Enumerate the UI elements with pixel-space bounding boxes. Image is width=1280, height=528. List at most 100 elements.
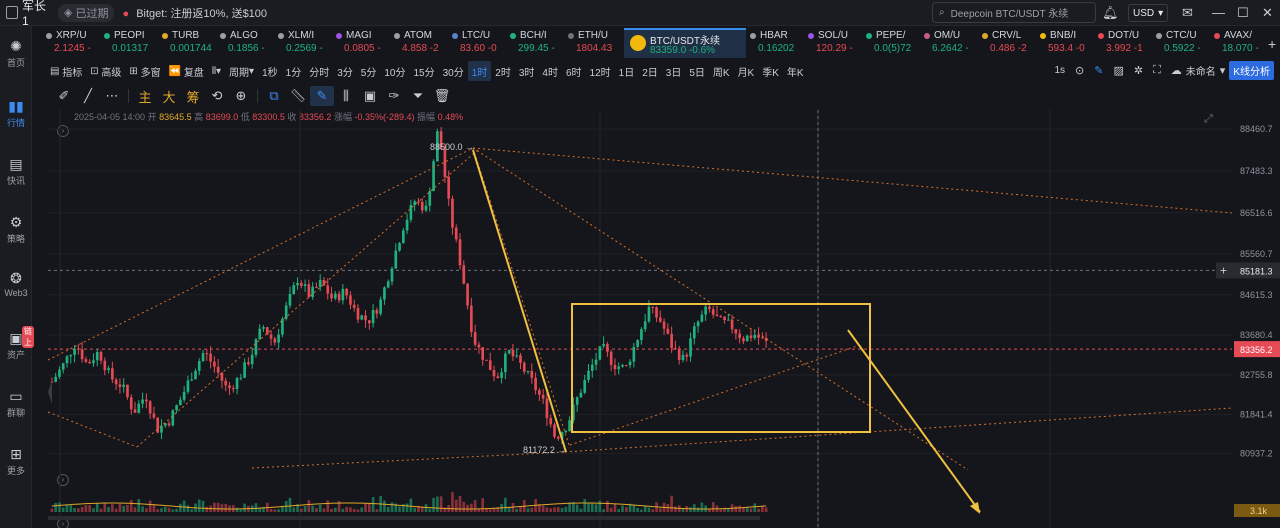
trendline-icon[interactable]: ╱ xyxy=(84,88,92,103)
period-option[interactable]: 10分 xyxy=(384,67,406,79)
minimize-icon[interactable]: — xyxy=(1212,5,1225,20)
fullscreen-icon[interactable]: ⛶ xyxy=(1153,64,1161,76)
period-option[interactable]: 3分 xyxy=(337,67,353,79)
indicators-button[interactable]: ▤ 指标 xyxy=(46,61,86,81)
ticker-tab[interactable]: CTC/U 0.5922 - xyxy=(1156,28,1212,58)
trash-icon[interactable]: 🗑︎ xyxy=(433,88,451,103)
period-option[interactable]: 15分 xyxy=(413,67,435,79)
camera-icon[interactable]: ⊙ xyxy=(1075,65,1085,77)
period-option[interactable]: 4时 xyxy=(542,67,558,79)
period-option[interactable]: 月K xyxy=(737,67,755,79)
period-option[interactable]: 季K xyxy=(762,67,779,79)
ticker-tab[interactable]: TURB 0.001744 xyxy=(162,28,218,58)
ticker-tab[interactable]: DOT/U 3.992 -1 xyxy=(1098,28,1154,58)
nav-chat[interactable]: ▭ 群聊 xyxy=(0,388,32,419)
ticker-tab[interactable]: PEOPI 0.01317 xyxy=(104,28,160,58)
top-bar: 军长1 ◈ 已过期 ● Bitget: 注册返10%, 送$100 ⌕ Deep… xyxy=(0,0,1280,28)
ticker-tab[interactable]: ATOM 4.858 -2 xyxy=(394,28,450,58)
period-option[interactable]: 5分 xyxy=(360,67,377,79)
settings-icon[interactable]: ✲ xyxy=(1133,65,1144,77)
period-option[interactable]: 5日 xyxy=(689,67,705,79)
cloud-icon[interactable]: ☁ xyxy=(1170,65,1182,77)
maximize-icon[interactable]: ☐ xyxy=(1237,5,1249,20)
bell-icon[interactable]: 🔔︎ xyxy=(1102,5,1119,20)
currency-select[interactable]: USD ▾ xyxy=(1128,4,1169,22)
ticker-tab[interactable]: XRP/U 2.1245 - xyxy=(46,28,102,58)
period-option[interactable]: 2时 xyxy=(495,67,511,79)
bars-icon[interactable]: ⫼ xyxy=(343,88,349,103)
brush-icon[interactable]: ✑ xyxy=(388,88,400,103)
filter-icon[interactable]: ⏷ xyxy=(412,88,424,103)
ticker-tab[interactable]: CRV/L 0.486 -2 xyxy=(982,28,1038,58)
image-icon[interactable]: ▨ xyxy=(1113,65,1124,77)
user-profile[interactable]: 军长1 xyxy=(0,0,50,28)
amplitude-value: 0.48% xyxy=(437,112,464,122)
more-dots-icon[interactable]: ⋯ xyxy=(105,88,119,103)
chart-type-button[interactable]: ⫴ ▾ xyxy=(208,61,225,81)
period-option[interactable]: 1时 xyxy=(467,61,492,81)
period-option[interactable]: 6时 xyxy=(565,67,582,79)
nav-assets[interactable]: ▣ 链上 资产 xyxy=(0,326,34,361)
ticker-tab[interactable]: SOL/U 120.29 - xyxy=(808,28,864,58)
period-option[interactable]: 3时 xyxy=(518,67,535,79)
membership-status-badge[interactable]: ◈ 已过期 xyxy=(58,3,115,22)
period-option[interactable]: 12时 xyxy=(589,67,611,79)
mail-icon[interactable]: ✉ xyxy=(1182,5,1193,20)
ticker-tab[interactable]: PEPE/0.0(5)72 xyxy=(866,28,922,58)
add-tab-icon[interactable]: + xyxy=(1268,36,1277,52)
nav-home[interactable]: ✺ 首页 xyxy=(0,38,32,69)
period-option[interactable]: 年K xyxy=(786,67,804,79)
ticker-tab[interactable]: LTC/U 83.60 -0 xyxy=(452,28,508,58)
kline-analysis-button[interactable]: K线分析 xyxy=(1229,61,1274,80)
magnet-draw-icon[interactable]: ✎ xyxy=(310,86,334,106)
period-option[interactable]: 分时 xyxy=(309,67,330,79)
ticker-tab[interactable]: AVAX/18.070 - xyxy=(1214,28,1264,58)
clipboard-icon[interactable]: ▣ xyxy=(363,88,377,103)
replay-button[interactable]: ⏪ 复盘 xyxy=(165,61,208,81)
multi-window-button[interactable]: ⊞ 多窗 xyxy=(125,61,164,81)
ticker-tab[interactable]: BCH/I 299.45 - xyxy=(510,28,566,58)
nav-news[interactable]: ▤ 快讯 xyxy=(0,156,32,187)
period-button[interactable]: 周期 ▾ xyxy=(225,61,258,81)
period-option[interactable]: 1秒 xyxy=(262,67,278,79)
period-option[interactable]: 30分 xyxy=(442,67,464,79)
nav-web3[interactable]: ❂ Web3 xyxy=(0,270,32,298)
ruler-icon[interactable]: ✐ xyxy=(58,88,70,103)
period-option[interactable]: 3日 xyxy=(665,67,682,79)
ticker-tab[interactable]: OM/U 6.2642 - xyxy=(924,28,980,58)
nav-market[interactable]: ▮▮ 行情 xyxy=(0,98,32,129)
main-chart-tool[interactable]: 主 xyxy=(138,89,152,105)
big-order-tool[interactable]: 大 xyxy=(162,89,176,105)
ticker-tab[interactable]: BTC/USDT永续 83359.0 -0.6% xyxy=(624,28,746,58)
crosshair-icon[interactable]: ⊕ xyxy=(235,88,247,103)
ticker-tab[interactable]: ETH/U 1804.43 xyxy=(568,28,624,58)
interval-label[interactable]: 1s xyxy=(1054,65,1066,76)
copy-icon[interactable]: ⧉ xyxy=(269,88,279,103)
sub-indicator-toggle-icon[interactable]: › xyxy=(57,518,69,528)
ticker-tab[interactable]: HBAR 0.16202 xyxy=(750,28,806,58)
search-input[interactable]: ⌕ Deepcoin BTC/USDT 永续 xyxy=(932,2,1096,23)
ticker-tab[interactable]: MAGI 0.0805 - xyxy=(336,28,392,58)
volume-toggle-icon[interactable]: › xyxy=(57,474,69,486)
sync-icon[interactable]: ⟲ xyxy=(211,88,223,103)
ticker-tab[interactable]: XLM/I 0.2569 - xyxy=(278,28,334,58)
chip-distribution-tool[interactable]: 筹 xyxy=(186,89,200,105)
ticker-tab[interactable]: BNB/I 593.4 -0 xyxy=(1040,28,1096,58)
close-icon[interactable]: ✕ xyxy=(1262,5,1273,20)
unnamed-layout[interactable]: 未命名 xyxy=(1185,67,1216,78)
period-option[interactable]: 1分 xyxy=(285,67,302,79)
period-option[interactable]: 1日 xyxy=(618,67,635,79)
expand-icon[interactable]: ⤢ xyxy=(1204,113,1213,125)
volume-bar xyxy=(719,509,723,512)
promo-banner[interactable]: ● Bitget: 注册返10%, 送$100 xyxy=(122,5,267,21)
nav-strategy[interactable]: ⚙ 策略 xyxy=(0,214,32,245)
advanced-button[interactable]: ⊡ 高级 xyxy=(86,61,125,81)
pen-icon[interactable]: ✎ xyxy=(1094,65,1104,77)
nav-more[interactable]: ⊞ 更多 xyxy=(0,446,32,477)
ticker-tab[interactable]: ALGO 0.1856 - xyxy=(220,28,276,58)
period-option[interactable]: 周K xyxy=(712,67,730,79)
collapse-indicator-icon[interactable]: › xyxy=(57,125,69,137)
ruler-measure-icon[interactable]: 📏︎ xyxy=(289,88,307,103)
candle-body xyxy=(182,391,186,400)
period-option[interactable]: 2日 xyxy=(642,67,658,79)
